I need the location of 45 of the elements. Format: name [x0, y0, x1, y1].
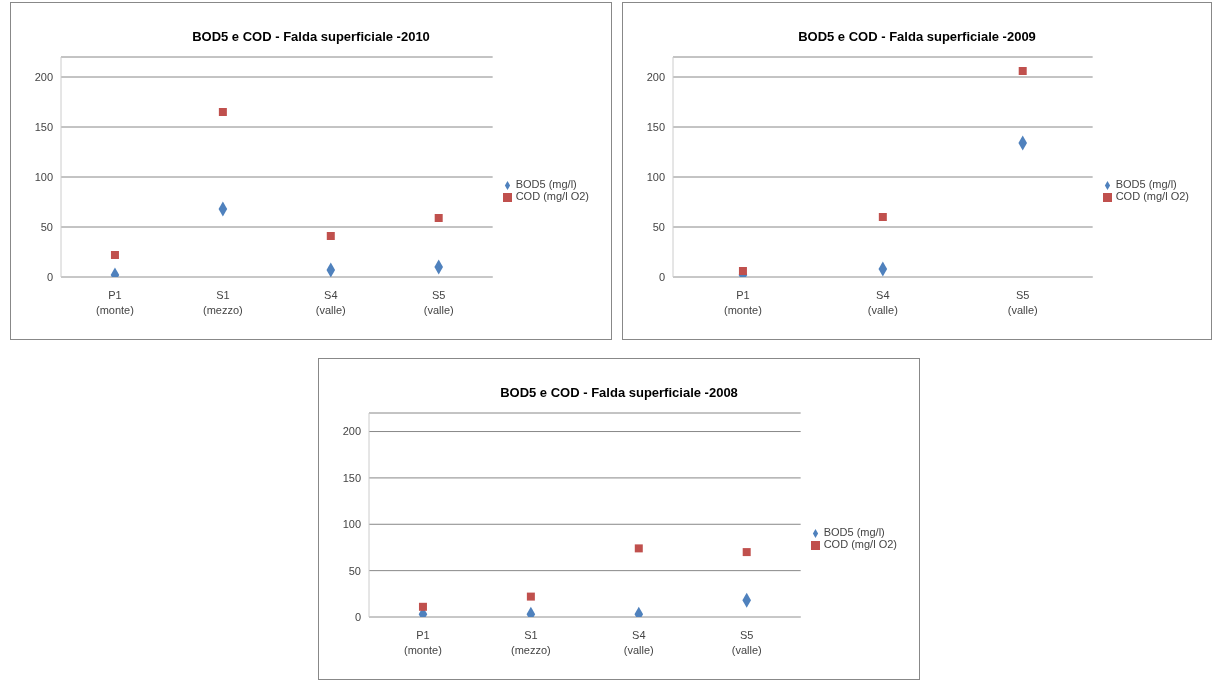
- legend-label: BOD5 (mg/l): [515, 178, 577, 190]
- y-tick-label: 150: [646, 120, 665, 133]
- y-tick-label: 50: [348, 564, 361, 577]
- point: [634, 544, 643, 553]
- y-tick-label: 100: [34, 170, 53, 183]
- x-tick-label: S5 (valle): [731, 629, 762, 656]
- x-tick-label: P1 (monte): [723, 289, 762, 316]
- y-tick-label: 0: [46, 270, 53, 283]
- legend-label: COD (mg/l O2): [823, 538, 897, 550]
- chart-title: BOD5 e COD - Falda superficiale -2009: [797, 29, 1037, 46]
- x-tick-label: P1 (monte): [404, 629, 442, 656]
- y-tick-label: 200: [342, 425, 361, 438]
- y-tick-label: 200: [646, 70, 665, 83]
- y-tick-label: 100: [646, 170, 665, 183]
- point: [326, 232, 335, 240]
- y-tick-label: 100: [342, 518, 361, 531]
- legend-label: COD (mg/l O2): [515, 190, 589, 202]
- chart-title: BOD5 e COD - Falda superficiale -2008: [499, 385, 739, 402]
- y-tick-label: 50: [652, 220, 665, 233]
- x-tick-label: S5 (valle): [423, 289, 454, 316]
- x-tick-label: P1 (monte): [96, 289, 134, 316]
- point: [878, 213, 887, 221]
- y-tick-label: 0: [354, 610, 361, 623]
- x-tick-label: S4 (valle): [623, 629, 654, 656]
- y-tick-label: 150: [34, 120, 53, 133]
- point: [526, 592, 535, 601]
- x-tick-label: S4 (valle): [315, 289, 346, 316]
- point: [218, 108, 227, 116]
- legend-label: BOD5 (mg/l): [1115, 178, 1177, 190]
- point: [418, 602, 427, 611]
- y-tick-label: 50: [40, 220, 53, 233]
- y-tick-label: 0: [658, 270, 665, 283]
- point: [434, 214, 443, 222]
- x-tick-label: S4 (valle): [867, 289, 898, 316]
- legend-label: BOD5 (mg/l): [823, 526, 885, 538]
- point: [1018, 67, 1027, 75]
- x-tick-label: S1 (mezzo): [203, 289, 243, 316]
- point: [110, 251, 119, 259]
- legend-label: COD (mg/l O2): [1115, 190, 1189, 202]
- chart-title: BOD5 e COD - Falda superficiale -2010: [191, 29, 431, 46]
- y-tick-label: 150: [342, 471, 361, 484]
- y-tick-label: 200: [34, 70, 53, 83]
- point: [742, 548, 751, 557]
- x-tick-label: S5 (valle): [1007, 289, 1038, 316]
- x-tick-label: S1 (mezzo): [511, 629, 551, 656]
